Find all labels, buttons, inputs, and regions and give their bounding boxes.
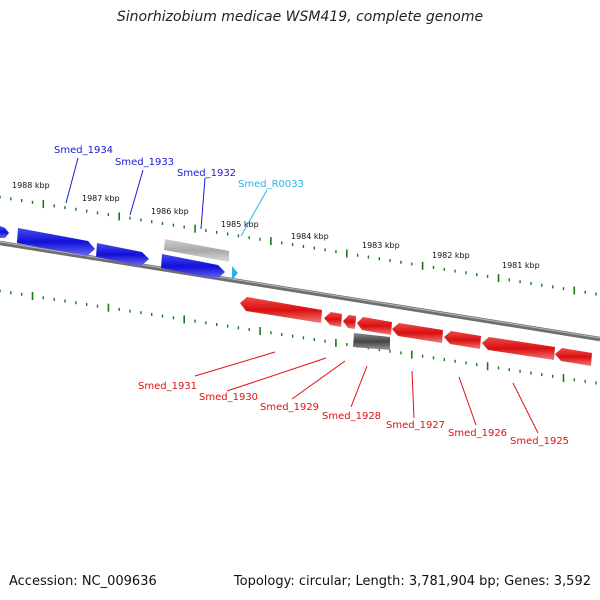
gene-label-smed-1933[interactable]: Smed_1933 xyxy=(115,157,174,168)
genome-backbone xyxy=(0,240,600,342)
kbp-label: 1987 kbp xyxy=(82,194,120,203)
accession-text: Accession: NC_009636 xyxy=(9,574,157,589)
kbp-labels: 1988 kbp 1987 kbp 1986 kbp 1985 kbp 1984… xyxy=(12,181,540,270)
gene-arrow-smed-1929[interactable] xyxy=(343,315,356,329)
gene-label-smed-1929[interactable]: Smed_1929 xyxy=(260,402,319,413)
kbp-label: 1983 kbp xyxy=(362,241,400,250)
reverse-genes xyxy=(240,297,592,366)
kbp-label: 1988 kbp xyxy=(12,181,50,190)
gene-label-smed-1930[interactable]: Smed_1930 xyxy=(199,392,258,403)
kbp-label: 1984 kbp xyxy=(291,232,329,241)
gene-label-smed-r0033[interactable]: Smed_R0033 xyxy=(238,179,304,190)
gene-label-smed-1926[interactable]: Smed_1926 xyxy=(448,428,507,439)
kbp-label: 1985 kbp xyxy=(221,220,259,229)
kbp-label: 1981 kbp xyxy=(502,261,540,270)
gene-arrow-smed-1933[interactable] xyxy=(96,243,149,266)
gene-label-smed-1934[interactable]: Smed_1934 xyxy=(54,145,113,156)
gene-label-smed-1925[interactable]: Smed_1925 xyxy=(510,436,569,447)
kbp-label: 1986 kbp xyxy=(151,207,189,216)
gene-pseudo-grey[interactable] xyxy=(164,239,229,262)
genome-backbone-highlight xyxy=(0,241,600,339)
gene-arrow-smed-1932[interactable] xyxy=(161,254,225,279)
gene-arrow-forward[interactable] xyxy=(0,226,9,238)
label-leaders xyxy=(65,157,539,434)
forward-genes xyxy=(0,226,238,280)
gene-arrow-smed-1931[interactable] xyxy=(240,297,322,323)
gene-arrow-smed-1927[interactable] xyxy=(392,323,443,343)
kbp-label: 1982 kbp xyxy=(432,251,470,260)
gene-label-smed-1927[interactable]: Smed_1927 xyxy=(386,420,445,431)
gene-arrow-smed-1926[interactable] xyxy=(444,331,481,349)
kbp-ruler-inner xyxy=(0,289,597,385)
gene-arrow-reverse[interactable] xyxy=(555,348,592,366)
kbp-ruler-outer xyxy=(0,195,597,296)
gene-labels: Smed_1934 Smed_1933 Smed_1932 Smed_R0033… xyxy=(54,145,569,447)
gene-arrow-smed-1928[interactable] xyxy=(357,317,392,335)
gene-arrow-smed-1934[interactable] xyxy=(17,228,95,256)
map-title: Sinorhizobium medicae WSM419, complete g… xyxy=(116,9,484,25)
rna-arrow-smed-r0033[interactable] xyxy=(232,266,238,280)
gene-label-smed-1928[interactable]: Smed_1928 xyxy=(322,411,381,422)
gene-arrow-smed-1925[interactable] xyxy=(482,337,555,360)
gene-dark-grey[interactable] xyxy=(353,333,390,350)
gene-label-smed-1932[interactable]: Smed_1932 xyxy=(177,168,236,179)
gene-arrow-smed-1930[interactable] xyxy=(324,312,342,327)
topology-text: Topology: circular; Length: 3,781,904 bp… xyxy=(233,574,591,589)
gene-label-smed-1931[interactable]: Smed_1931 xyxy=(138,381,197,392)
